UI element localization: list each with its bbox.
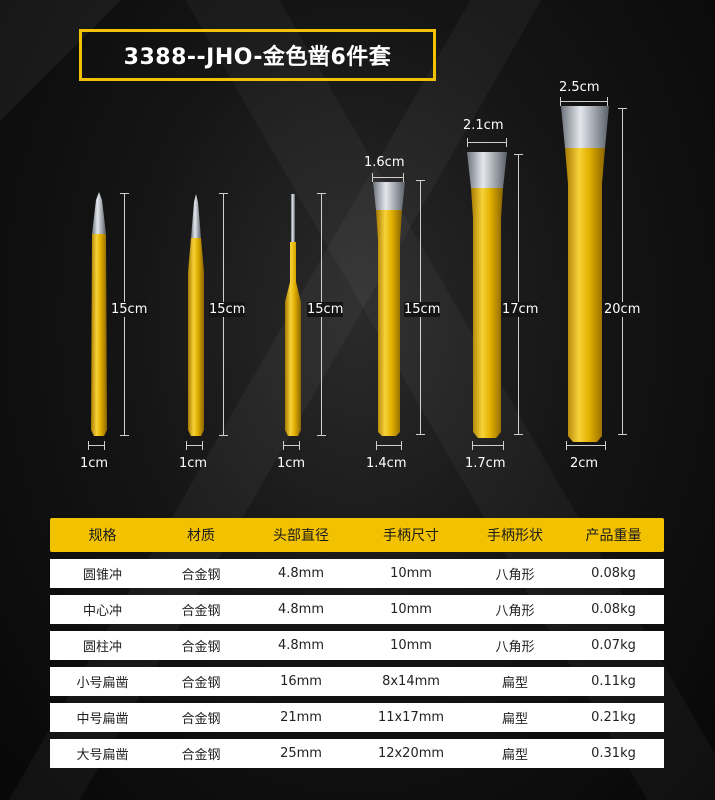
header-cell: 手柄形状 [487,528,543,544]
table-cell: 0.31kg [591,746,636,761]
table-cell: 圆锥冲 [82,568,122,583]
pin-punch-image [285,194,301,436]
table-cell: 八角形 [495,604,535,619]
table-cell: 中心冲 [82,604,122,619]
header-cell: 材质 [187,528,215,544]
tool-width-label: 1.7cm [465,456,506,471]
dim-width-line [186,441,203,450]
center-punch-image [188,194,204,436]
table-cell: 4.8mm [277,602,324,617]
table-cell: 16mm [280,674,322,689]
dim-tip-line [467,138,507,147]
dim-tip-line [372,173,404,182]
table-cell: 扁型 [501,748,528,763]
title-text: 3388--JHO-金色凿6件套 [123,45,392,70]
table-row: 中心冲 合金钢 4.8mm 10mm 八角形 0.08kg [50,595,664,624]
tool-length-label: 15cm [209,302,246,317]
tool-tip-label: 2.1cm [463,118,504,133]
table-cell: 21mm [280,710,322,725]
spec-table: 规格 材质 头部直径 手柄尺寸 手柄形状 产品重量 圆锥冲 合金钢 4.8mm … [50,518,664,768]
header-cell: 头部直径 [273,528,329,544]
table-cell: 4.8mm [277,638,324,653]
table-cell: 4.8mm [277,566,324,581]
large-flat-chisel-image [561,106,609,442]
tool-tip-label: 1.6cm [364,155,405,170]
dim-width-line [472,441,504,450]
header-cell: 规格 [88,528,117,544]
table-cell: 扁型 [501,676,528,691]
table-row: 中号扁凿 合金钢 21mm 11x17mm 扁型 0.21kg [50,703,664,732]
table-row: 大号扁凿 合金钢 25mm 12x20mm 扁型 0.31kg [50,739,664,768]
tool-length-label: 15cm [404,302,441,317]
tool-tip-label: 2.5cm [559,80,600,95]
table-cell: 0.08kg [591,602,636,617]
dim-length-line [618,108,627,435]
table-cell: 10mm [390,566,432,581]
cone-punch-image [91,192,107,436]
tool-length-label: 15cm [111,302,148,317]
table-cell: 中号扁凿 [76,712,129,727]
table-cell: 合金钢 [181,604,221,619]
tool-width-label: 1.4cm [366,456,407,471]
table-cell: 小号扁凿 [76,676,129,691]
tool-pin-punch [282,192,304,438]
page-title: 3388--JHO-金色凿6件套 [79,29,436,81]
tool-small-flat-chisel [372,180,406,438]
table-cell: 11x17mm [377,710,445,725]
table-cell: 0.07kg [591,638,636,653]
tool-length-label: 15cm [307,302,344,317]
table-cell: 合金钢 [181,748,221,763]
medium-flat-chisel-image [467,152,507,438]
tool-length-label: 20cm [604,302,641,317]
dim-width-line [376,441,402,450]
table-row: 圆锥冲 合金钢 4.8mm 10mm 八角形 0.08kg [50,559,664,588]
table-cell: 12x20mm [377,746,445,761]
table-cell: 合金钢 [181,676,221,691]
dim-width-line [566,441,606,450]
dim-width-line [283,441,300,450]
table-cell: 0.21kg [591,710,636,725]
header-cell: 手柄尺寸 [383,528,439,544]
small-flat-chisel-image [373,182,405,436]
tool-cone-punch [87,190,111,438]
table-cell: 合金钢 [181,712,221,727]
tool-width-label: 1cm [179,456,208,471]
table-cell: 25mm [280,746,322,761]
tool-length-label: 17cm [502,302,539,317]
table-header: 规格 材质 头部直径 手柄尺寸 手柄形状 产品重量 [50,518,664,552]
table-cell: 0.11kg [591,674,636,689]
table-row: 圆柱冲 合金钢 4.8mm 10mm 八角形 0.07kg [50,631,664,660]
tool-medium-flat-chisel [466,148,508,440]
table-cell: 合金钢 [181,568,221,583]
table-cell: 大号扁凿 [76,748,129,763]
dim-width-line [88,441,105,450]
tool-large-flat-chisel [560,104,610,444]
table-cell: 8x14mm [382,674,440,689]
table-cell: 10mm [390,602,432,617]
table-cell: 八角形 [495,568,535,583]
tool-width-label: 1cm [80,456,109,471]
dim-length-line [514,154,523,435]
table-cell: 八角形 [495,640,535,655]
tool-width-label: 1cm [277,456,306,471]
tool-width-label: 2cm [570,456,599,471]
table-cell: 10mm [390,638,432,653]
table-cell: 扁型 [501,712,528,727]
table-row: 小号扁凿 合金钢 16mm 8x14mm 扁型 0.11kg [50,667,664,696]
table-cell: 合金钢 [181,640,221,655]
dim-tip-line [560,97,608,106]
header-cell: 产品重量 [585,528,642,544]
table-cell: 圆柱冲 [82,640,122,655]
table-cell: 0.08kg [591,566,636,581]
tool-center-punch [185,192,207,438]
